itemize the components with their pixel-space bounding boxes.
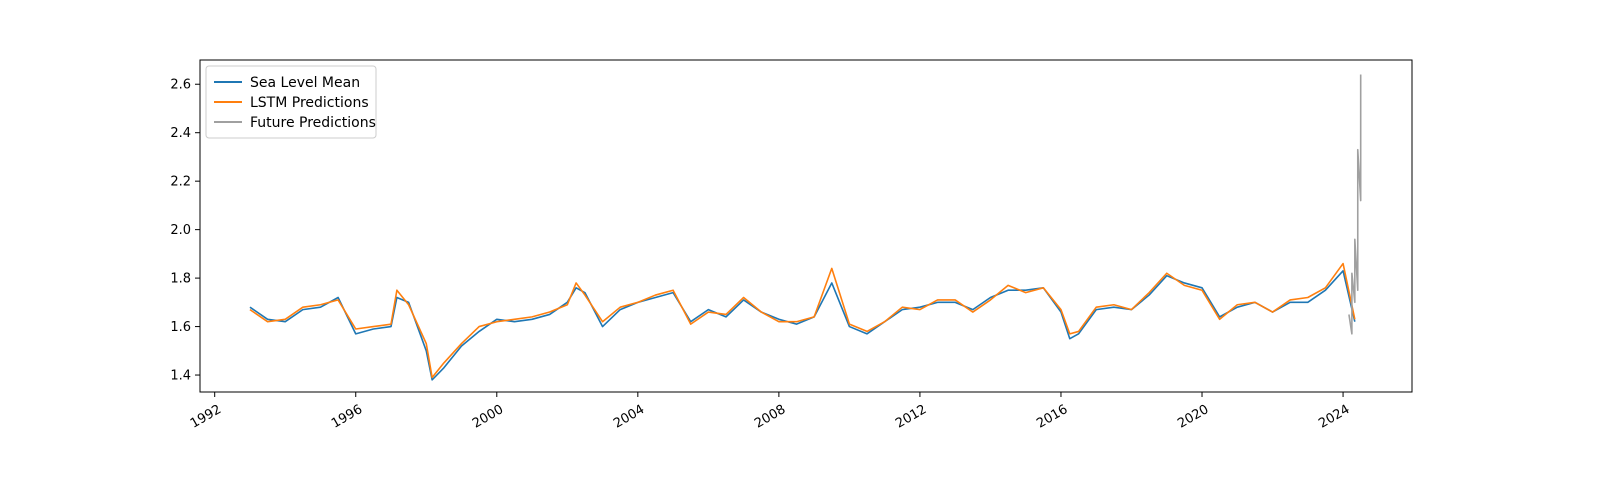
series-line-2 xyxy=(1348,74,1362,335)
plot-frame xyxy=(199,59,1413,393)
series-line-1 xyxy=(249,262,1356,379)
y-tick-label-3: 2.0 xyxy=(170,223,191,238)
legend-label-2: Future Predictions xyxy=(250,115,376,131)
x-tick-label-7: 2020 xyxy=(1175,402,1211,432)
y-tick-label-6: 2.6 xyxy=(170,78,191,93)
x-tick-label-6: 2016 xyxy=(1034,402,1070,432)
y-tick-label-0: 1.4 xyxy=(170,369,191,384)
x-tick-label-5: 2012 xyxy=(893,402,929,432)
legend: Sea Level Mean LSTM Predictions Future Pre… xyxy=(205,65,377,139)
y-tick-label-4: 2.2 xyxy=(170,175,191,190)
y-axis: 1.4 1.6 1.8 2.0 2.2 2.4 2.6 xyxy=(170,78,200,384)
y-tick-label-1: 1.6 xyxy=(170,320,191,335)
series-layer xyxy=(249,74,1362,381)
x-axis: 1992 1996 2000 2004 2008 2012 2016 2020 2024 xyxy=(188,392,1352,432)
x-tick-label-0: 1992 xyxy=(188,402,224,432)
y-tick-label-5: 2.4 xyxy=(170,126,191,141)
legend-box xyxy=(205,65,377,139)
plot-background xyxy=(200,60,1412,392)
legend-label-0: Sea Level Mean xyxy=(250,75,360,91)
x-tick-label-2: 2000 xyxy=(470,402,506,432)
y-tick-label-2: 1.8 xyxy=(170,272,191,287)
x-tick-label-8: 2024 xyxy=(1316,402,1352,432)
x-tick-label-1: 1996 xyxy=(329,402,365,432)
x-tick-label-3: 2004 xyxy=(611,402,647,432)
x-tick-label-4: 2008 xyxy=(752,402,788,432)
legend-label-1: LSTM Predictions xyxy=(250,95,369,111)
